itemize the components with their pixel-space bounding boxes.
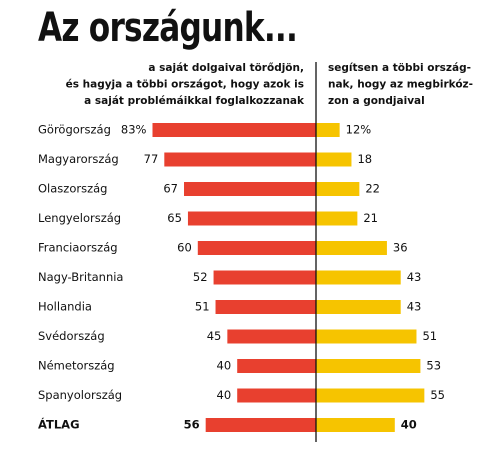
category-label: Nagy-Britannia (38, 270, 123, 284)
category-label: Lengyelország (38, 211, 121, 225)
column-header: és hagyja a többi országot, hogy azok is (66, 79, 304, 91)
bar (237, 359, 316, 373)
bar (316, 270, 401, 285)
bar (316, 418, 395, 432)
value-label: 22 (365, 182, 380, 196)
category-label: Németország (38, 359, 115, 373)
bar (215, 300, 316, 314)
value-label: 36 (393, 241, 408, 255)
value-label: 53 (426, 359, 441, 373)
value-label: 43 (407, 300, 422, 314)
bar (316, 388, 425, 403)
value-label: 21 (363, 211, 378, 225)
value-label: 83% (121, 123, 147, 137)
value-label: 40 (217, 359, 232, 373)
column-header: nak, hogy az megbirkóz- (328, 79, 473, 91)
category-label: ÁTLAG (38, 417, 80, 432)
bar (316, 359, 421, 373)
value-label: 52 (193, 270, 208, 284)
column-header: segítsen a többi ország- (328, 62, 471, 74)
value-label: 65 (167, 211, 182, 225)
bar (316, 300, 401, 314)
value-label: 51 (422, 329, 437, 343)
bar (184, 182, 316, 196)
value-label: 40 (217, 388, 232, 402)
bar (197, 241, 316, 255)
bar (316, 182, 360, 196)
category-label: Olaszország (38, 182, 107, 196)
bar (316, 152, 352, 167)
bar (316, 241, 387, 255)
category-label: Franciaország (38, 241, 118, 255)
category-label: Hollandia (38, 300, 92, 314)
column-header: a saját dolgaival törődjön, (148, 62, 304, 74)
bar (205, 418, 316, 432)
value-label: 18 (357, 152, 372, 166)
bar (164, 152, 316, 167)
value-label: 45 (207, 329, 222, 343)
bar (187, 211, 316, 226)
value-label: 12% (346, 123, 372, 137)
column-header: zon a gondjaival (328, 95, 425, 107)
category-label: Görögország (38, 123, 111, 137)
bar (152, 123, 316, 137)
bar (227, 329, 316, 344)
value-label: 67 (163, 182, 178, 196)
column-header: a saját problémáikkal foglalkozzanak (84, 95, 305, 107)
value-label: 51 (195, 300, 210, 314)
value-label: 55 (430, 388, 445, 402)
bar (316, 123, 340, 137)
category-label: Spanyolország (38, 388, 122, 402)
category-label: Svédország (38, 329, 105, 343)
bar (316, 329, 417, 344)
chart-title: Az országunk... (38, 5, 297, 51)
bar (237, 388, 316, 403)
category-label: Magyarország (38, 152, 119, 166)
value-label: 40 (401, 418, 417, 432)
value-label: 43 (407, 270, 422, 284)
bar (316, 211, 358, 226)
value-label: 56 (184, 418, 200, 432)
value-label: 60 (177, 241, 192, 255)
value-label: 77 (144, 152, 159, 166)
bar (213, 270, 316, 285)
